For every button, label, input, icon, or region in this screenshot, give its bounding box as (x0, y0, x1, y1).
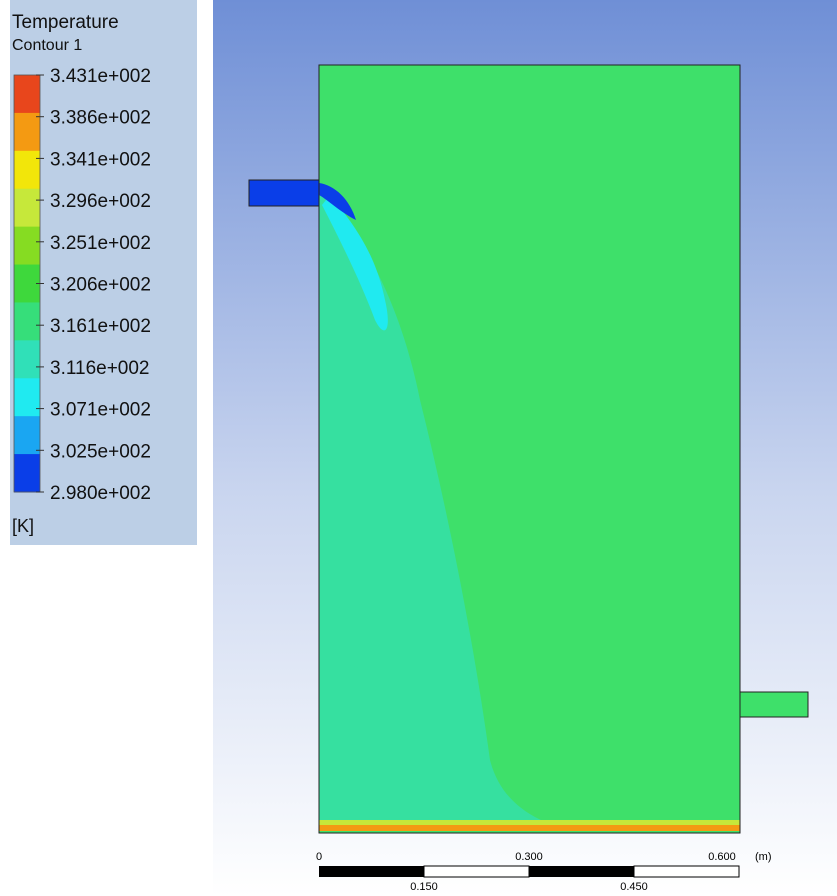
scale-label: 0.300 (515, 851, 543, 863)
legend-subtitle: Contour 1 (12, 37, 82, 54)
legend-label: 3.296e+002 (50, 191, 151, 212)
legend-swatch (14, 150, 40, 190)
legend-label: 3.431e+002 (50, 66, 151, 87)
legend-title: Temperature (12, 12, 119, 33)
legend-swatch (14, 340, 40, 379)
legend-panel (10, 0, 197, 545)
legend-unit: [K] (12, 516, 34, 536)
scale-label: 0 (316, 851, 322, 863)
cold-jet (322, 195, 388, 331)
legend-swatch (14, 75, 40, 114)
scale-seg (633, 865, 740, 878)
tank-outline (318, 64, 741, 834)
legend-swatch (14, 454, 40, 493)
legend-swatch (14, 378, 40, 417)
legend-swatch (14, 188, 40, 228)
scale-seg (319, 866, 424, 877)
bottom-layer (319, 820, 740, 825)
scale-label: 0.450 (620, 881, 648, 893)
legend-label: 3.386e+002 (50, 108, 151, 129)
inlet (248, 179, 320, 207)
legend-bar: 3.431e+002 3.386e+002 3.341e+002 3.296e+002… (13, 66, 151, 504)
legend-label: 3.251e+002 (50, 233, 151, 254)
legend-label: 3.341e+002 (50, 149, 151, 170)
scale-seg (423, 865, 530, 878)
bottom-layer-hot (319, 825, 740, 831)
jet-core (319, 183, 356, 220)
scale-label: 0.600 (708, 851, 736, 863)
outlet (739, 691, 809, 718)
legend-swatch (14, 226, 40, 266)
legend-swatch (14, 264, 40, 303)
legend-label: 3.025e+002 (50, 441, 151, 462)
legend-label: 3.206e+002 (50, 275, 151, 296)
legend-label: 3.116e+002 (50, 358, 150, 379)
legend-label: 2.980e+002 (50, 483, 151, 504)
plume-base (319, 663, 380, 700)
plume (319, 190, 545, 822)
legend-swatch (14, 416, 40, 455)
legend-swatch (14, 112, 40, 152)
legend-swatch (14, 302, 40, 341)
scale-seg (529, 866, 634, 877)
scale-label: 0.150 (410, 881, 438, 893)
scale-unit: (m) (755, 851, 772, 863)
legend-label: 3.071e+002 (50, 400, 151, 421)
legend-label: 3.161e+002 (50, 316, 151, 337)
